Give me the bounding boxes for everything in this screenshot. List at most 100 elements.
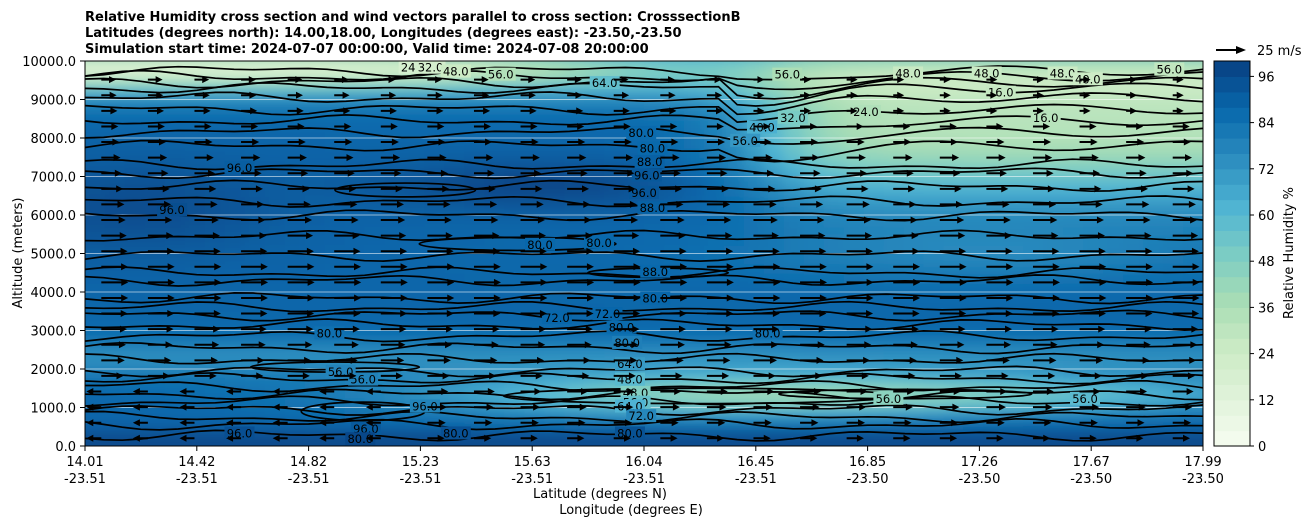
wind-vector	[706, 169, 728, 177]
wind-vector	[334, 216, 359, 224]
field-cell	[843, 147, 865, 159]
field-cell	[204, 272, 226, 284]
field-cell	[1063, 253, 1085, 265]
field-cell	[644, 176, 665, 188]
wind-vector	[520, 122, 538, 130]
wind-vector	[1079, 185, 1102, 193]
field-cell	[763, 417, 785, 428]
field-cell	[464, 359, 486, 370]
field-cell	[284, 243, 306, 255]
wind-vector	[753, 263, 781, 271]
field-cell	[1023, 263, 1045, 274]
wind-vector	[753, 356, 777, 364]
field-cell	[943, 176, 965, 188]
field-cell	[783, 253, 805, 265]
wind-vector	[613, 419, 633, 427]
field-cell	[1143, 186, 1165, 197]
field-cell	[564, 272, 586, 284]
wind-vector	[1126, 185, 1149, 193]
field-cell	[144, 118, 166, 130]
field-cell	[863, 349, 885, 361]
field-cell	[624, 417, 645, 428]
field-cell	[364, 397, 386, 409]
field-cell	[444, 80, 466, 91]
wind-vector	[706, 294, 734, 302]
field-cell	[803, 349, 825, 361]
wind-vector	[241, 356, 265, 364]
field-cell	[344, 166, 366, 178]
field-cell	[1063, 426, 1085, 438]
field-cell	[644, 109, 665, 120]
contour-label-bg	[971, 66, 1002, 80]
field-cell	[1003, 186, 1025, 197]
field-cell	[1183, 118, 1203, 130]
field-cell	[1143, 320, 1165, 332]
contour-label-bg	[626, 126, 657, 140]
field-cell	[364, 320, 386, 332]
field-cell	[264, 378, 286, 390]
field-cell	[304, 301, 326, 313]
field-cell	[524, 224, 546, 236]
field-cell	[783, 166, 805, 178]
field-cell	[124, 147, 146, 159]
field-cell	[703, 369, 725, 380]
colorbar-level	[1214, 107, 1250, 124]
wind-vector	[660, 216, 685, 224]
field-cell	[1143, 292, 1165, 303]
field-cell	[164, 417, 186, 428]
wind-vector	[800, 200, 824, 208]
field-cell	[923, 99, 945, 111]
wind-vector	[520, 247, 547, 255]
field-cell	[624, 301, 645, 313]
field-cell	[823, 234, 845, 245]
field-cell	[85, 301, 106, 313]
wind-vector	[101, 356, 125, 364]
field-cell	[304, 61, 326, 72]
wind-vector	[520, 341, 546, 349]
contour-label: 88.0	[642, 265, 668, 279]
field-cell	[644, 311, 665, 322]
field-cell	[444, 282, 466, 293]
wind-vector	[101, 263, 129, 271]
contour-label: 64.0	[617, 357, 643, 371]
field-cell	[1163, 263, 1185, 274]
field-cell	[624, 436, 645, 446]
field-cell	[803, 263, 825, 274]
field-cell	[344, 407, 366, 419]
wind-vector	[613, 107, 630, 115]
field-cell	[863, 138, 885, 149]
wind-vector	[893, 138, 912, 146]
field-cell	[1143, 80, 1165, 91]
field-cell	[1003, 243, 1025, 255]
field-cell	[963, 61, 985, 72]
wind-vector	[1126, 294, 1154, 302]
wind-vector	[1079, 341, 1105, 349]
wind-vector	[194, 263, 222, 271]
field-cell	[584, 205, 606, 216]
field-cell	[504, 147, 526, 159]
field-cell	[1163, 253, 1185, 265]
field-cell	[284, 99, 306, 111]
field-cell	[883, 118, 905, 130]
field-cell	[963, 388, 985, 399]
wind-vector	[800, 419, 819, 427]
field-cell	[1043, 301, 1065, 313]
colorbar-tick-label: 96	[1258, 70, 1275, 85]
wind-vector	[101, 325, 127, 333]
field-cell	[803, 378, 825, 390]
wind-vector	[194, 216, 219, 224]
wind-vector	[846, 341, 872, 349]
contour-line	[85, 330, 1203, 343]
wind-vector	[1032, 185, 1055, 193]
field-cell	[1103, 224, 1125, 236]
field-cell	[85, 253, 106, 265]
field-cell	[344, 138, 366, 149]
field-cell	[124, 109, 146, 120]
field-cell	[743, 99, 765, 111]
field-cell	[843, 397, 865, 409]
field-cell	[464, 301, 486, 313]
field-cell	[604, 407, 626, 419]
wind-vector	[986, 434, 1004, 442]
field-cell	[723, 109, 745, 120]
field-cell	[903, 320, 925, 332]
